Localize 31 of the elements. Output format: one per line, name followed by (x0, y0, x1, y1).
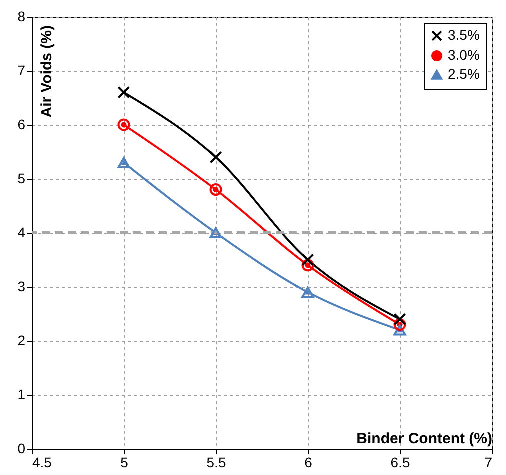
x-tick-label: 7 (484, 454, 493, 470)
y-tick-label: 7 (18, 62, 26, 78)
x-tick-label: 4.5 (32, 454, 52, 470)
x-tick-label: 5.5 (206, 454, 226, 470)
legend-label: 3.5% (448, 27, 480, 43)
point (118, 86, 130, 99)
point (394, 318, 406, 332)
point (118, 157, 130, 168)
y-tick-label: 4 (18, 224, 26, 240)
point (118, 118, 130, 132)
x-tick-label: 5 (120, 454, 129, 470)
x-tick-label: 6 (304, 454, 313, 470)
point (394, 313, 406, 326)
y-axis-title: Air Voids (%) (38, 26, 56, 118)
x-axis-title: Binder Content (%) (356, 430, 492, 448)
point (302, 259, 314, 272)
y-tick-label: 2 (18, 332, 26, 348)
y-tick-label: 1 (18, 386, 26, 402)
point (302, 286, 314, 298)
x-tick-label: 6.5 (390, 454, 410, 470)
point (302, 254, 314, 266)
y-tick-label: 6 (18, 116, 26, 132)
y-tick-label: 3 (18, 278, 26, 294)
y-tick-label: 8 (18, 8, 26, 24)
legend-label: 3.0% (448, 47, 480, 63)
y-tick-label: 0 (18, 440, 26, 456)
point (210, 151, 222, 164)
point (210, 184, 222, 196)
legend-label: 2.5% (448, 66, 480, 82)
point (394, 324, 406, 336)
y-tick-label: 5 (18, 170, 26, 186)
